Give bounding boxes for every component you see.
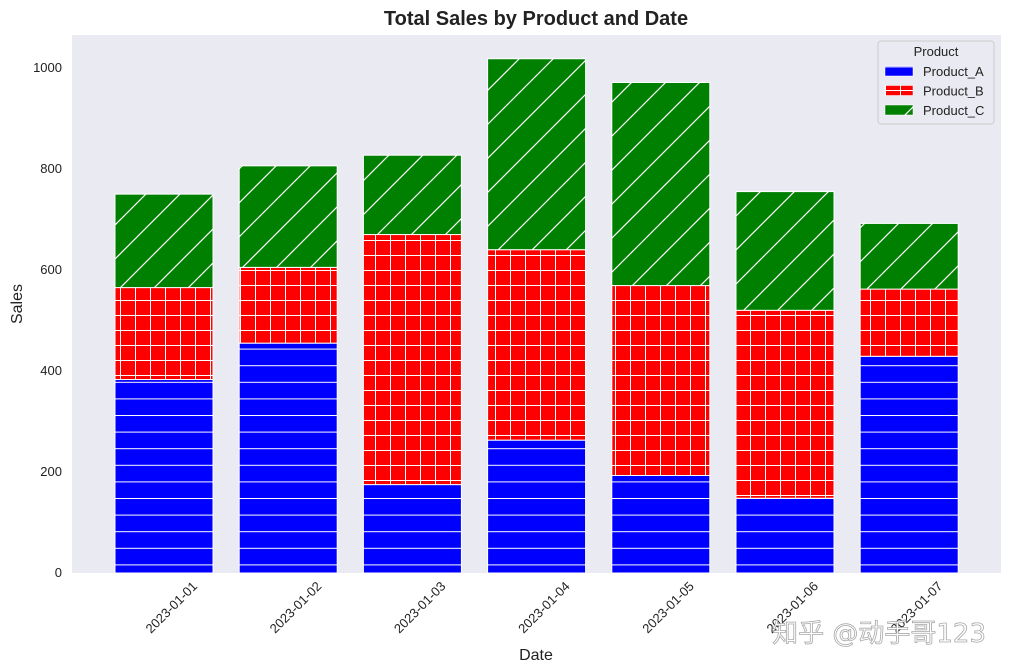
legend: Product Product_A Product_B Product_C xyxy=(877,40,995,125)
bar-product-a-2023-01-04 xyxy=(487,439,587,574)
x-tick-label: 2023-01-05 xyxy=(639,579,697,637)
legend-label-product-b: Product_B xyxy=(923,84,984,99)
bar-product-b-2023-01-07 xyxy=(859,288,959,357)
bar-product-b-2023-01-01 xyxy=(114,287,214,381)
x-tick-label: 2023-01-04 xyxy=(515,579,573,637)
x-tick-label: 2023-01-03 xyxy=(391,579,449,637)
y-tick-label: 600 xyxy=(40,262,62,277)
y-tick-label: 400 xyxy=(40,363,62,378)
bar-product-c-2023-01-02 xyxy=(238,165,338,268)
y-tick-label: 800 xyxy=(40,161,62,176)
y-tick-label: 1000 xyxy=(33,60,62,75)
y-tick-label: 200 xyxy=(40,464,62,479)
bar-product-c-2023-01-06 xyxy=(735,191,835,311)
legend-swatch-product-c xyxy=(884,104,914,116)
bar-product-b-2023-01-06 xyxy=(735,309,835,499)
bar-product-c-2023-01-07 xyxy=(859,222,959,290)
watermark: 知乎 @动手哥123 xyxy=(772,619,986,649)
x-axis-label: Date xyxy=(519,647,553,664)
bar-product-a-2023-01-03 xyxy=(362,484,462,574)
bar-product-c-2023-01-05 xyxy=(611,81,711,287)
bar-product-a-2023-01-06 xyxy=(735,497,835,574)
bar-product-b-2023-01-05 xyxy=(611,285,711,477)
bar-product-c-2023-01-03 xyxy=(362,154,462,236)
x-tick-label: 2023-01-02 xyxy=(267,579,325,637)
bar-product-a-2023-01-07 xyxy=(859,355,959,574)
bars-group xyxy=(114,58,959,574)
legend-swatch-product-a xyxy=(884,65,914,77)
legend-title: Product xyxy=(914,44,959,59)
chart-title: Total Sales by Product and Date xyxy=(384,8,688,30)
y-axis-ticks: 0 200 400 600 800 1000 xyxy=(33,60,62,580)
bar-product-a-2023-01-01 xyxy=(114,379,214,574)
legend-box xyxy=(877,40,995,125)
bar-product-a-2023-01-02 xyxy=(238,342,338,574)
x-tick-label: 2023-01-01 xyxy=(142,579,200,637)
bar-product-b-2023-01-03 xyxy=(362,234,462,486)
legend-swatch-product-b xyxy=(884,85,914,96)
y-axis-label: Sales xyxy=(9,284,26,324)
bar-product-a-2023-01-05 xyxy=(611,475,711,574)
bar-product-c-2023-01-01 xyxy=(114,193,214,289)
legend-label-product-a: Product_A xyxy=(923,64,984,79)
y-tick-label: 0 xyxy=(55,565,62,580)
legend-label-product-c: Product_C xyxy=(923,103,984,118)
bar-product-b-2023-01-02 xyxy=(238,266,338,344)
bar-product-b-2023-01-04 xyxy=(487,249,587,441)
bar-product-c-2023-01-04 xyxy=(487,58,587,251)
